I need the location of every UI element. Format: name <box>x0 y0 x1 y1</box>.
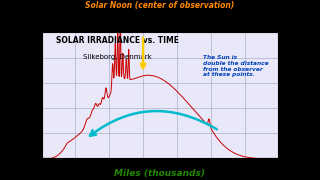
Text: Solar Noon (center of observation): Solar Noon (center of observation) <box>85 1 235 10</box>
Text: SOLAR IRRADIANCE vs. TIME: SOLAR IRRADIANCE vs. TIME <box>56 36 179 45</box>
Text: The Sun is
double the distance
from the observer
at these points.: The Sun is double the distance from the … <box>203 55 268 77</box>
Text: Silkeborg, Denmark: Silkeborg, Denmark <box>83 54 152 60</box>
Y-axis label: Response (V): Response (V) <box>10 73 17 118</box>
Text: Miles (thousands): Miles (thousands) <box>115 169 205 178</box>
